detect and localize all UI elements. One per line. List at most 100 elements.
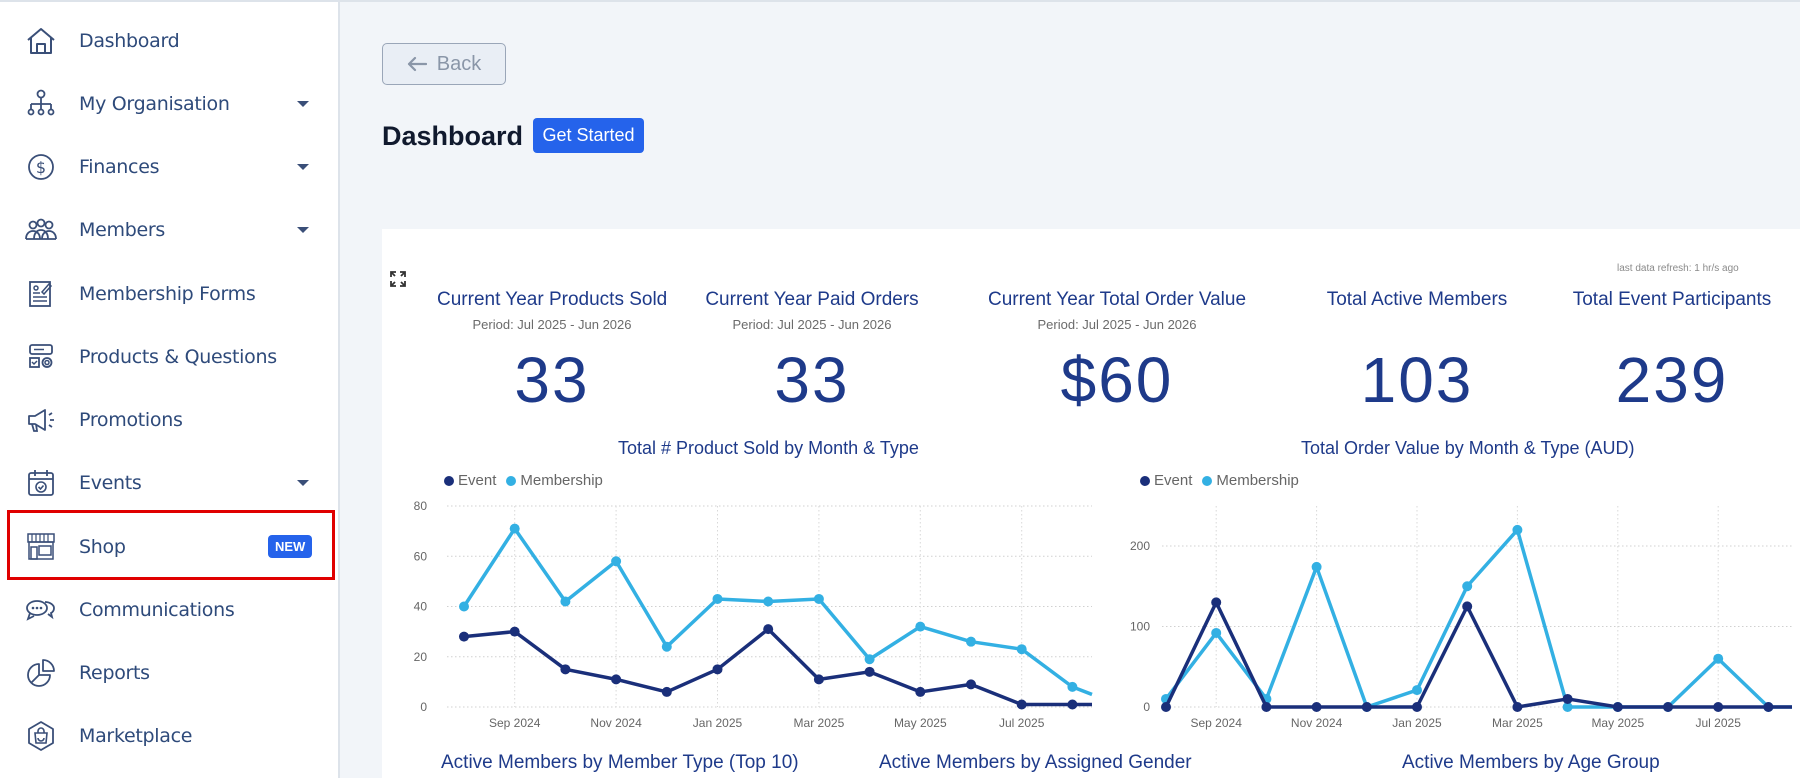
data-point-event xyxy=(1261,702,1272,712)
x-tick-label: May 2025 xyxy=(1591,716,1644,730)
sidebar-item-members[interactable]: Members xyxy=(0,200,338,260)
sidebar-item-label: Membership Forms xyxy=(79,283,256,305)
data-point-membership xyxy=(560,596,571,607)
sidebar-item-promotions[interactable]: Promotions xyxy=(0,390,338,450)
sidebar-item-dashboard[interactable]: Dashboard xyxy=(0,11,338,71)
sidebar-item-label: Shop xyxy=(79,536,126,558)
page-title: Dashboard xyxy=(382,121,524,151)
sidebar-item-label: My Organisation xyxy=(79,93,230,115)
series-line-membership xyxy=(462,526,1093,697)
kpi-value: 239 xyxy=(1615,344,1729,416)
kpi-active-members: Total Active Members 103 xyxy=(1317,289,1517,417)
form-icon xyxy=(24,277,58,311)
org-chart-icon xyxy=(24,87,58,121)
kpi-paid-orders: Current Year Paid Orders Period: Jul 202… xyxy=(702,289,922,417)
legend-label-event[interactable]: Event xyxy=(458,472,497,489)
x-tick-label: Nov 2024 xyxy=(1291,716,1343,730)
chevron-down-icon[interactable] xyxy=(297,164,309,170)
sidebar-item-communications[interactable]: Communications xyxy=(0,580,338,640)
chevron-down-icon[interactable] xyxy=(297,101,309,107)
legend-label-membership[interactable]: Membership xyxy=(520,472,603,489)
kpi-value: 33 xyxy=(514,344,590,416)
legend-dot-membership xyxy=(1202,475,1213,486)
data-point-event xyxy=(966,679,976,690)
data-point-membership xyxy=(1016,644,1027,655)
chevron-down-icon[interactable] xyxy=(297,227,309,233)
svg-text:$: $ xyxy=(36,158,46,177)
data-point-event xyxy=(1161,702,1171,712)
y-tick-label: 200 xyxy=(1130,539,1150,553)
data-point-event xyxy=(1462,601,1473,612)
sidebar-item-reports[interactable]: Reports xyxy=(0,643,338,703)
data-point-membership xyxy=(813,593,824,604)
sidebar-item-marketplace[interactable]: Marketplace xyxy=(0,706,338,766)
data-point-event xyxy=(1663,702,1673,712)
y-tick-label: 60 xyxy=(414,549,428,563)
data-point-membership xyxy=(661,641,672,652)
sidebar-item-membership-forms[interactable]: Membership Forms xyxy=(0,264,338,324)
data-point-event xyxy=(712,664,723,675)
expand-icon[interactable] xyxy=(389,270,407,288)
series-line-event xyxy=(1164,600,1792,709)
data-point-event xyxy=(915,686,926,697)
kpi-period: Period: Jul 2025 - Jun 2026 xyxy=(472,317,632,332)
data-point-membership xyxy=(1211,627,1222,638)
x-tick-label: Nov 2024 xyxy=(590,716,642,730)
x-tick-label: Jan 2025 xyxy=(693,716,743,730)
chart-title: Total # Product Sold by Month & Type xyxy=(618,438,919,458)
sidebar-item-label: Finances xyxy=(79,156,160,178)
sidebar-item-shop[interactable]: Shop NEW xyxy=(0,517,338,577)
x-tick-label: Jul 2025 xyxy=(999,716,1045,730)
sidebar-item-products-questions[interactable]: Products & Questions xyxy=(0,327,338,387)
sidebar-item-my-organisation[interactable]: My Organisation xyxy=(0,74,338,134)
back-label: Back xyxy=(436,52,482,75)
legend-label-event[interactable]: Event xyxy=(1154,472,1193,489)
arrow-left-icon xyxy=(407,56,427,72)
chart-legend: Event Membership xyxy=(444,472,603,489)
series-line-membership xyxy=(1164,528,1792,709)
data-point-membership xyxy=(1562,702,1573,712)
data-point-membership xyxy=(611,556,622,567)
data-point-event xyxy=(611,674,622,685)
sidebar-item-label: Dashboard xyxy=(79,30,180,52)
charts-canvas: 0 20 40 60 80 Sep 2024 Nov 2024 Jan 2025 Mar 202… xyxy=(414,499,1794,730)
back-button[interactable]: Back xyxy=(382,43,506,85)
x-tick-label: Jul 2025 xyxy=(1696,716,1742,730)
chart-title-age-group: Active Members by Age Group xyxy=(1402,752,1660,773)
sidebar: Dashboard My Organisation $ Finances Members… xyxy=(0,2,340,778)
dollar-circle-icon: $ xyxy=(24,150,58,184)
report-panel: last data refresh: 1 hr/s ago Current Ye… xyxy=(382,229,1800,778)
legend-label-membership[interactable]: Membership xyxy=(1216,472,1299,489)
sidebar-item-label: Events xyxy=(79,472,142,494)
data-point-event xyxy=(1562,693,1573,704)
sidebar-item-label: Communications xyxy=(79,599,235,621)
y-tick-label: 20 xyxy=(414,650,428,664)
data-point-event xyxy=(1763,702,1774,712)
sidebar-item-label: Marketplace xyxy=(79,725,193,747)
data-point-membership xyxy=(966,636,976,647)
x-tick-label: Sep 2024 xyxy=(1191,716,1243,730)
data-point-membership xyxy=(1412,685,1422,696)
y-tick-label: 40 xyxy=(414,600,428,614)
data-point-event xyxy=(509,626,520,637)
data-point-event xyxy=(813,674,824,685)
sidebar-item-finances[interactable]: $ Finances xyxy=(0,137,338,197)
data-point-membership xyxy=(864,654,875,665)
pie-chart-icon xyxy=(24,656,58,690)
x-tick-label: Mar 2025 xyxy=(1492,716,1543,730)
kpi-title: Current Year Total Order Value xyxy=(987,289,1247,310)
data-point-event xyxy=(1311,702,1322,712)
data-point-event xyxy=(459,631,469,642)
sidebar-item-label: Products & Questions xyxy=(79,346,277,368)
x-tick-label: May 2025 xyxy=(894,716,947,730)
chart-legend: Event Membership xyxy=(1140,472,1299,489)
y-tick-label: 0 xyxy=(1143,700,1150,714)
chevron-down-icon[interactable] xyxy=(297,480,309,486)
chart-title: Total Order Value by Month & Type (AUD) xyxy=(1301,438,1635,458)
legend-dot-membership xyxy=(506,475,517,486)
chat-bubbles-icon xyxy=(24,593,58,627)
data-point-event xyxy=(1612,702,1623,712)
data-point-membership xyxy=(1311,561,1322,572)
get-started-button[interactable]: Get Started xyxy=(533,118,644,153)
sidebar-item-events[interactable]: Events xyxy=(0,453,338,513)
